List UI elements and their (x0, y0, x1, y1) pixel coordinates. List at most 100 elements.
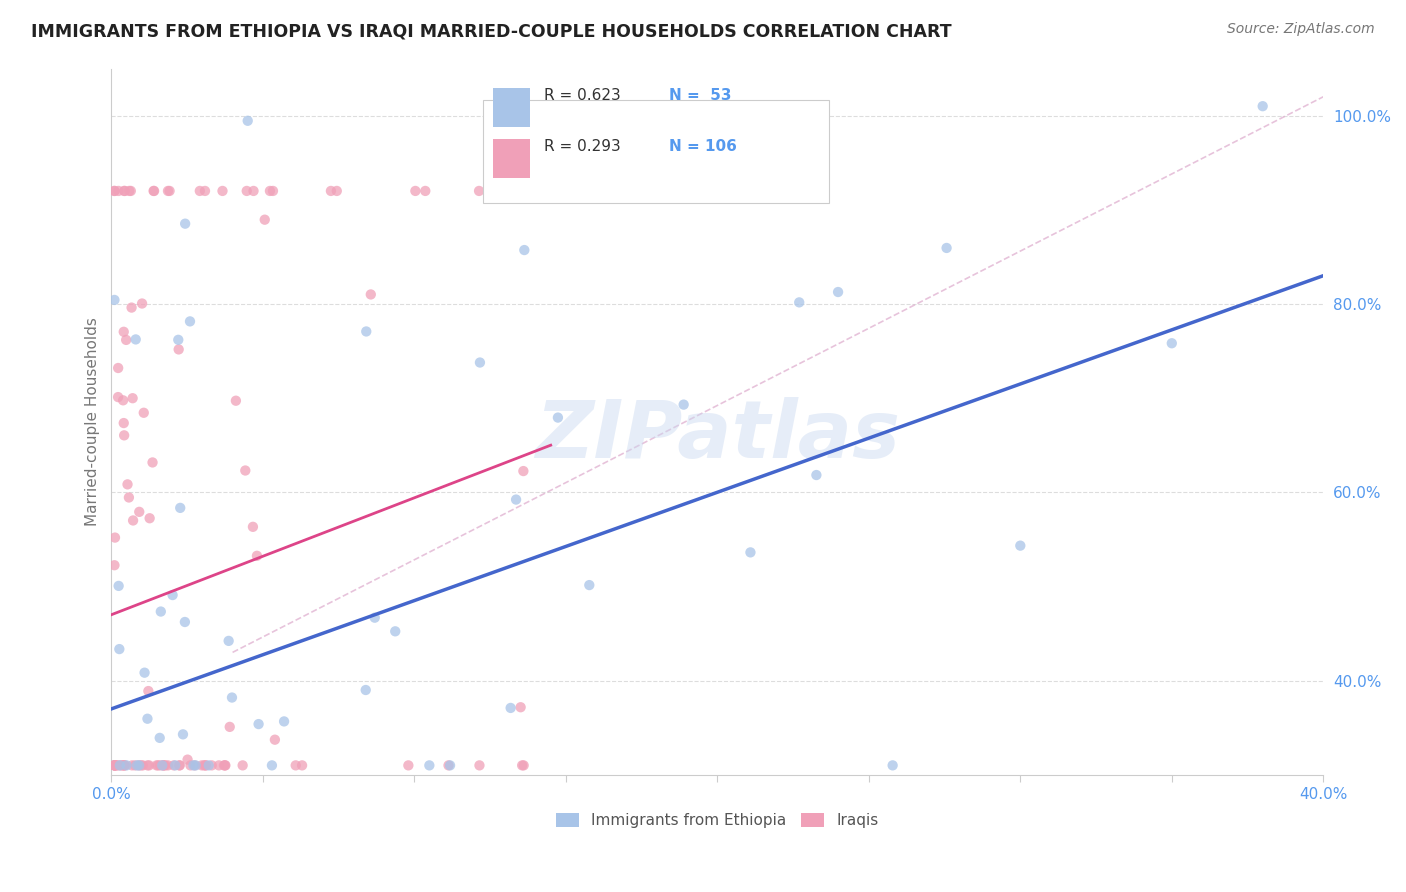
Point (1160, 336, 1182, 351)
Point (103, 558, 125, 573)
Point (121, 758, 143, 772)
Point (128, 758, 150, 772)
Point (128, 758, 150, 772)
Point (197, 758, 219, 772)
Point (935, 241, 957, 255)
Point (246, 549, 269, 563)
Point (396, 758, 419, 772)
Point (221, 690, 243, 705)
Point (112, 416, 135, 430)
Point (104, 758, 127, 772)
Point (740, 545, 762, 559)
Point (211, 184, 233, 198)
Point (208, 758, 231, 772)
Point (108, 642, 131, 657)
Point (179, 314, 201, 328)
Point (787, 295, 810, 310)
Point (132, 758, 155, 772)
Point (149, 731, 172, 745)
Point (149, 758, 172, 772)
Point (114, 758, 136, 772)
Point (114, 184, 136, 198)
Point (156, 184, 179, 198)
Point (112, 428, 135, 442)
Point (468, 184, 491, 198)
Point (505, 492, 527, 507)
Point (138, 758, 160, 772)
Point (191, 758, 214, 772)
Point (143, 184, 166, 198)
Point (121, 301, 143, 315)
Point (235, 184, 257, 198)
Point (150, 758, 173, 772)
Point (806, 468, 828, 483)
Point (264, 732, 287, 747)
Point (356, 325, 378, 339)
Point (111, 758, 134, 772)
Point (1251, 99, 1274, 113)
Point (578, 578, 600, 592)
Point (149, 605, 172, 619)
Point (253, 212, 276, 227)
Point (108, 758, 131, 772)
Point (112, 758, 135, 772)
Point (103, 758, 125, 772)
Point (319, 184, 342, 198)
Point (510, 758, 533, 772)
Point (115, 758, 138, 772)
Point (142, 184, 165, 198)
Point (183, 758, 205, 772)
Point (131, 296, 153, 310)
Point (169, 758, 191, 772)
Point (153, 758, 176, 772)
Point (225, 393, 247, 408)
Point (201, 758, 224, 772)
Point (112, 325, 135, 339)
Point (121, 391, 143, 405)
Point (1010, 539, 1032, 553)
Point (107, 390, 129, 404)
Point (152, 758, 174, 772)
Point (173, 615, 195, 629)
Point (260, 758, 283, 772)
Point (193, 758, 215, 772)
Point (273, 714, 295, 729)
Point (122, 513, 145, 527)
Point (138, 684, 160, 698)
Point (110, 758, 132, 772)
Text: IMMIGRANTS FROM ETHIOPIA VS IRAQI MARRIED-COUPLE HOUSEHOLDS CORRELATION CHART: IMMIGRANTS FROM ETHIOPIA VS IRAQI MARRIE… (31, 22, 952, 40)
Point (104, 758, 127, 772)
Point (167, 343, 190, 357)
Point (547, 410, 569, 425)
Point (512, 464, 534, 478)
Point (176, 753, 198, 767)
Point (103, 758, 125, 772)
Point (124, 758, 146, 772)
Point (141, 455, 163, 469)
Point (259, 184, 281, 198)
Point (103, 293, 125, 307)
Point (326, 184, 349, 198)
Point (468, 355, 491, 369)
Point (162, 588, 184, 602)
Point (827, 285, 849, 299)
Point (129, 758, 152, 772)
Point (262, 184, 284, 198)
Y-axis label: Married-couple Households: Married-couple Households (86, 318, 100, 526)
Point (418, 758, 440, 772)
Point (437, 758, 460, 772)
Point (194, 758, 217, 772)
Point (145, 758, 167, 772)
Point (236, 113, 259, 128)
Point (165, 758, 187, 772)
Point (128, 505, 150, 519)
Point (159, 184, 181, 198)
Point (125, 758, 148, 772)
Point (183, 758, 205, 772)
Point (163, 758, 186, 772)
Point (513, 243, 536, 257)
Point (291, 758, 314, 772)
Point (512, 758, 534, 772)
Point (134, 665, 156, 680)
Point (468, 758, 491, 772)
